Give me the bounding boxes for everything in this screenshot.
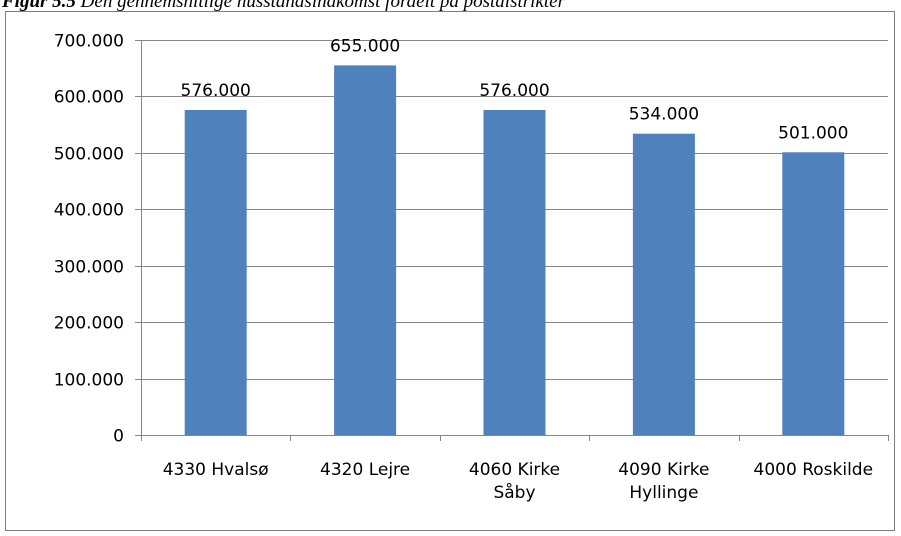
x-category-label-1: 4320 Lejre bbox=[320, 460, 410, 480]
x-category-label-3: 4090 Kirke Hyllinge bbox=[618, 460, 709, 503]
figure-number: Figur 5.5 bbox=[2, 0, 76, 12]
x-category-label-4: 4000 Roskilde bbox=[754, 460, 874, 480]
bar-4 bbox=[782, 152, 845, 436]
y-tick-label-7: 700.000 bbox=[54, 32, 124, 52]
x-category-label-0: 4330 Hvalsø bbox=[163, 460, 269, 480]
y-tick-label-6: 600.000 bbox=[54, 88, 124, 108]
axes bbox=[135, 40, 889, 441]
bar-3 bbox=[632, 133, 695, 435]
x-category-label-2: 4060 Kirke Såby bbox=[469, 460, 560, 503]
y-tick-label-1: 100.000 bbox=[54, 371, 124, 391]
data-label-1: 655.000 bbox=[330, 36, 400, 56]
figure-caption: Figur 5.5 Den gennemsnitlige husstandsin… bbox=[2, 0, 565, 13]
bars bbox=[184, 65, 845, 436]
data-label-0: 576.000 bbox=[181, 81, 251, 101]
bar-1 bbox=[334, 65, 397, 435]
data-label-2: 576.000 bbox=[479, 81, 549, 101]
labels: 0 100.000 200.000 300.000 400.000 500.000 600.… bbox=[54, 32, 873, 504]
data-label-4: 501.000 bbox=[778, 123, 848, 143]
y-tick-label-0: 0 bbox=[113, 427, 124, 447]
gridlines bbox=[141, 40, 888, 380]
bar-0 bbox=[184, 109, 247, 435]
y-tick-label-3: 300.000 bbox=[54, 258, 124, 278]
chart-area: 0 100.000 200.000 300.000 400.000 500.000 600.… bbox=[5, 11, 895, 531]
y-tick-label-4: 400.000 bbox=[54, 201, 124, 221]
y-tick-label-5: 500.000 bbox=[54, 145, 124, 165]
figure-caption-text: Den gennemsnitlige husstandsindkomst for… bbox=[80, 0, 565, 12]
bar-chart: 0 100.000 200.000 300.000 400.000 500.000 600.… bbox=[54, 32, 889, 504]
data-label-3: 534.000 bbox=[629, 105, 699, 125]
y-tick-label-2: 200.000 bbox=[54, 314, 124, 334]
bar-2 bbox=[483, 109, 546, 435]
